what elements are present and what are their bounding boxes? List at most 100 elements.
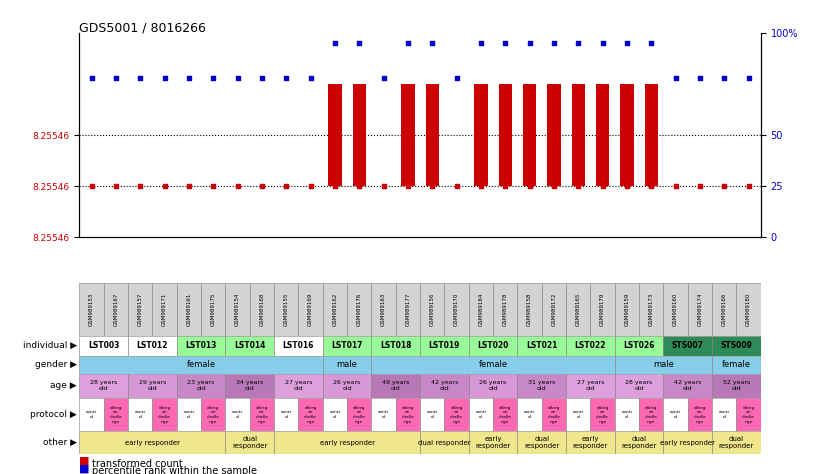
Text: LST016: LST016 xyxy=(283,341,314,350)
Bar xyxy=(664,431,712,454)
Point xyxy=(158,74,171,82)
Text: GSM989180: GSM989180 xyxy=(746,293,751,326)
Bar xyxy=(176,283,201,336)
Text: 34 years
old: 34 years old xyxy=(236,381,263,391)
Text: dual
responder: dual responder xyxy=(232,436,268,449)
Text: allerg
en
challe
nge: allerg en challe nge xyxy=(548,406,560,424)
Text: LST013: LST013 xyxy=(186,341,217,350)
Text: 42 years
old: 42 years old xyxy=(431,381,458,391)
Text: STS009: STS009 xyxy=(721,341,752,350)
Point xyxy=(645,40,658,47)
Text: GSM989179: GSM989179 xyxy=(600,293,605,326)
Bar xyxy=(426,84,439,186)
Bar xyxy=(79,283,104,336)
Text: GSM989156: GSM989156 xyxy=(430,293,435,326)
Text: GSM989176: GSM989176 xyxy=(357,293,362,326)
Text: GSM989162: GSM989162 xyxy=(333,293,338,326)
Text: other ▶: other ▶ xyxy=(43,438,77,447)
Point xyxy=(255,74,268,82)
Text: contr
ol: contr ol xyxy=(524,410,535,419)
Text: 52 years
old: 52 years old xyxy=(723,381,750,391)
Text: GSM989157: GSM989157 xyxy=(138,293,143,326)
Text: contr
ol: contr ol xyxy=(719,410,730,419)
Bar xyxy=(329,84,342,186)
Text: dual responder: dual responder xyxy=(418,440,471,446)
Text: allerg
en
challe
nge: allerg en challe nge xyxy=(110,406,122,424)
Bar xyxy=(104,283,128,336)
Point xyxy=(548,40,561,47)
Bar xyxy=(226,431,274,454)
Text: LST018: LST018 xyxy=(380,341,411,350)
Bar xyxy=(353,84,366,186)
Bar xyxy=(79,356,323,374)
Point xyxy=(134,182,147,190)
Point xyxy=(742,182,755,190)
Bar xyxy=(639,398,664,431)
Bar xyxy=(517,398,542,431)
Text: 26 years
old: 26 years old xyxy=(334,381,360,391)
Text: early responder: early responder xyxy=(660,440,716,446)
Bar xyxy=(79,398,104,431)
Bar xyxy=(688,283,712,336)
Bar xyxy=(371,356,614,374)
Text: gender ▶: gender ▶ xyxy=(35,360,77,369)
Bar xyxy=(517,283,542,336)
Bar xyxy=(469,398,493,431)
Bar xyxy=(79,431,226,454)
Point xyxy=(498,182,512,190)
Bar xyxy=(712,431,761,454)
Bar xyxy=(226,398,250,431)
Bar xyxy=(421,374,469,398)
Bar xyxy=(614,431,664,454)
Bar xyxy=(572,84,585,186)
Bar xyxy=(522,84,536,186)
Text: GSM989171: GSM989171 xyxy=(162,293,167,326)
Bar xyxy=(566,283,590,336)
Text: LST014: LST014 xyxy=(234,341,266,350)
Text: LST012: LST012 xyxy=(137,341,168,350)
Bar xyxy=(664,283,688,336)
Bar xyxy=(421,431,469,454)
Point xyxy=(522,40,536,47)
Bar xyxy=(79,336,128,356)
Point xyxy=(85,182,99,190)
Text: 31 years
old: 31 years old xyxy=(528,381,555,391)
Text: male: male xyxy=(337,360,358,369)
Point xyxy=(377,74,390,82)
Text: LST022: LST022 xyxy=(574,341,606,350)
Point xyxy=(426,40,439,47)
Bar xyxy=(712,283,737,336)
Point xyxy=(522,182,536,190)
Point xyxy=(231,182,244,190)
Bar xyxy=(517,336,566,356)
Point xyxy=(231,74,244,82)
Point xyxy=(717,74,731,82)
Point xyxy=(596,40,609,47)
Text: GSM989154: GSM989154 xyxy=(235,293,240,326)
Text: STS007: STS007 xyxy=(672,341,704,350)
Bar xyxy=(421,336,469,356)
Text: contr
ol: contr ol xyxy=(476,410,487,419)
Text: individual ▶: individual ▶ xyxy=(23,341,77,350)
Bar xyxy=(152,283,176,336)
Text: female: female xyxy=(478,360,507,369)
Text: GSM989153: GSM989153 xyxy=(89,293,94,326)
Bar xyxy=(614,374,664,398)
Bar xyxy=(474,84,487,186)
Text: allerg
en
challe
nge: allerg en challe nge xyxy=(256,406,268,424)
Bar xyxy=(226,283,250,336)
Bar xyxy=(548,84,561,186)
Text: LST017: LST017 xyxy=(331,341,363,350)
Point xyxy=(401,182,415,190)
Point xyxy=(669,74,682,82)
Text: 28 years
old: 28 years old xyxy=(90,381,117,391)
Text: dual
responder: dual responder xyxy=(621,436,657,449)
Text: GSM989173: GSM989173 xyxy=(649,293,654,326)
Text: allerg
en
challe
nge: allerg en challe nge xyxy=(304,406,317,424)
Bar xyxy=(250,283,274,336)
Text: GSM989170: GSM989170 xyxy=(454,293,459,326)
Text: LST020: LST020 xyxy=(477,341,509,350)
Text: contr
ol: contr ol xyxy=(621,410,633,419)
Text: GDS5001 / 8016266: GDS5001 / 8016266 xyxy=(79,21,206,34)
Text: female: female xyxy=(186,360,216,369)
